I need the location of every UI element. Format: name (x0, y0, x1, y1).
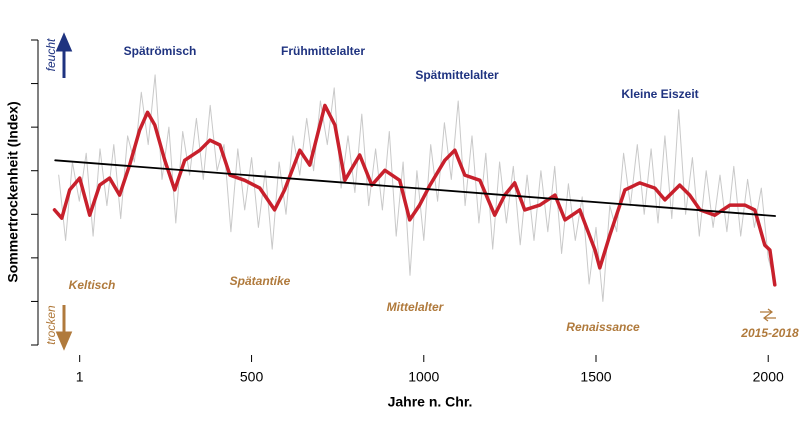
period-label-wet: Frühmittelalter (281, 44, 365, 58)
x-tick-label: 500 (240, 369, 264, 385)
x-tick-label: 1 (76, 369, 84, 385)
period-label-wet: Spätrömisch (124, 44, 197, 58)
period-label-dry: Spätantike (230, 274, 291, 288)
wet-arrow (55, 32, 73, 78)
dry-arrow (55, 305, 73, 351)
wet-label: feucht (44, 38, 58, 71)
recent-arrows (760, 308, 776, 322)
y-axis-label: Sommertrockenheit (Index) (5, 101, 21, 282)
series-line (52, 103, 777, 287)
x-tick-label: 1500 (580, 369, 611, 385)
period-label-dry: Mittelalter (387, 300, 445, 314)
x-axis-label: Jahre n. Chr. (388, 394, 473, 410)
x-tick-label: 1000 (408, 369, 439, 385)
period-label-dry: Renaissance (566, 320, 640, 334)
period-label-dry: 2015-2018 (740, 326, 799, 340)
period-label-wet: Kleine Eiszeit (621, 87, 698, 101)
series-line (54, 159, 776, 217)
x-tick-label: 2000 (753, 369, 784, 385)
period-label-dry: Keltisch (69, 278, 116, 292)
period-label-wet: Spätmittelalter (415, 68, 499, 82)
series-line (58, 74, 776, 302)
dry-label: trocken (44, 305, 58, 345)
